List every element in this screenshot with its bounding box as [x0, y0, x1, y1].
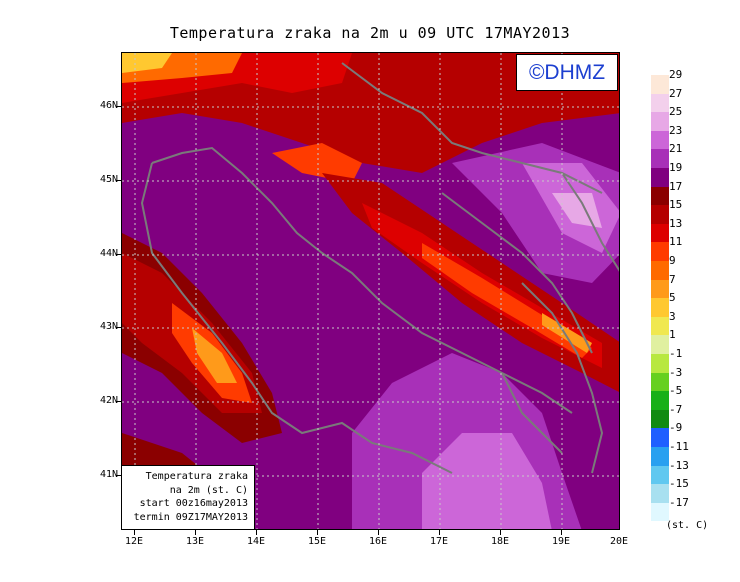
legend-label: 23: [669, 123, 683, 137]
x-tick: [317, 530, 318, 535]
legend-swatch: [651, 168, 669, 187]
x-tick: [256, 530, 257, 535]
x-tick: [378, 530, 379, 535]
legend-swatch: [651, 261, 669, 280]
x-tick-label: 14E: [246, 536, 266, 547]
legend-swatch: [651, 409, 669, 429]
x-tick-label: 15E: [307, 536, 327, 547]
temperature-field: [122, 53, 619, 529]
y-tick: [116, 180, 121, 181]
info-line-3: start 00z16may2013: [139, 498, 248, 509]
legend-swatch: [651, 372, 669, 392]
x-tick-label: 19E: [551, 536, 571, 547]
y-tick: [116, 401, 121, 402]
legend-label: -1: [669, 347, 683, 360]
legend-swatch: [651, 149, 669, 168]
legend-swatch: [651, 112, 669, 131]
legend-swatch: [651, 354, 669, 373]
legend-label: 29: [669, 68, 683, 81]
legend-swatch: [651, 223, 669, 243]
legend-label: 27: [669, 86, 683, 100]
x-tick-label: 20E: [609, 536, 629, 547]
legend-label: 3: [669, 309, 676, 323]
legend-swatch: [651, 484, 669, 503]
y-tick: [116, 475, 121, 476]
x-tick: [561, 530, 562, 535]
legend-label: 7: [669, 272, 676, 286]
legend-swatch: [651, 93, 669, 113]
temperature-map: [121, 52, 620, 530]
legend-swatch: [651, 502, 669, 522]
x-tick-label: 12E: [124, 536, 144, 547]
legend-swatch: [651, 316, 669, 336]
y-tick: [116, 106, 121, 107]
legend-label: -17: [669, 495, 689, 509]
legend-label: -5: [669, 384, 683, 398]
legend-unit: (st. C): [666, 520, 709, 531]
y-tick-label: 44N: [99, 248, 118, 259]
legend-swatch: [651, 186, 669, 206]
legend-swatch: [651, 465, 669, 485]
legend-swatch: [651, 335, 669, 354]
dhmz-logo: ©DHMZ: [516, 54, 618, 91]
legend-label: -9: [669, 421, 683, 435]
legend-label: 1: [669, 328, 676, 342]
y-tick: [116, 327, 121, 328]
x-tick: [439, 530, 440, 535]
legend-swatch: [651, 447, 669, 466]
legend-label: -15: [669, 477, 689, 491]
y-tick: [116, 254, 121, 255]
legend-swatch: [651, 279, 669, 299]
info-line-4: termin 09Z17MAY2013: [133, 511, 248, 523]
legend-label: 5: [669, 291, 676, 305]
legend-swatch: [651, 130, 669, 150]
legend-label: 13: [669, 216, 683, 230]
x-tick-label: 13E: [185, 536, 205, 547]
x-tick-label: 18E: [490, 536, 510, 547]
legend-swatch: [651, 205, 669, 224]
legend-label: 25: [669, 105, 683, 119]
legend-label: -13: [669, 458, 689, 472]
legend-swatch: [651, 391, 669, 410]
legend-label: -11: [669, 440, 689, 453]
legend-label: -3: [669, 365, 683, 379]
info-line-1: Temperatura zraka: [145, 471, 248, 482]
y-tick-label: 42N: [99, 395, 118, 406]
info-line-2: na 2m (st. C): [169, 484, 248, 496]
x-tick: [134, 530, 135, 535]
legend-swatch: [651, 428, 669, 447]
legend-label: 11: [669, 235, 683, 249]
legend-swatch: [651, 75, 669, 94]
legend-swatch: [651, 298, 669, 317]
x-tick-label: 17E: [429, 536, 449, 547]
legend-label: 19: [669, 161, 683, 174]
legend-label: 15: [669, 198, 683, 212]
legend-swatch: [651, 242, 669, 261]
x-tick: [500, 530, 501, 535]
y-tick-label: 45N: [99, 174, 118, 185]
x-tick: [195, 530, 196, 535]
legend-label: 17: [669, 179, 683, 193]
y-tick-label: 43N: [99, 321, 118, 332]
info-box: Temperatura zraka na 2m (st. C) start 00…: [121, 465, 255, 530]
legend-label: -7: [669, 402, 683, 416]
y-tick-label: 41N: [99, 469, 118, 480]
x-tick-label: 16E: [368, 536, 388, 547]
map-title: Temperatura zraka na 2m u 09 UTC 17MAY20…: [169, 24, 571, 42]
legend-label: 21: [669, 142, 683, 156]
legend-label: 9: [669, 254, 676, 267]
y-tick-label: 46N: [99, 100, 118, 111]
